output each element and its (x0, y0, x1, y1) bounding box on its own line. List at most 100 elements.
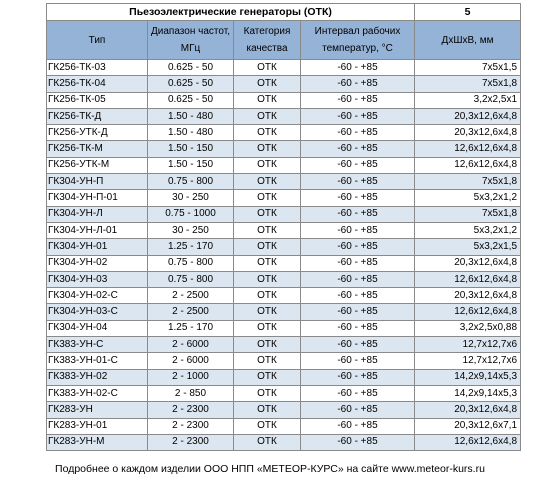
cell-type: ГК283-УН-М (46, 433, 148, 452)
cell-category: ОТК (233, 238, 301, 256)
cell-type: ГК304-УН-02-С (46, 287, 148, 305)
cell-type: ГК256-ТК-05 (46, 91, 148, 109)
table-row: ГК304-УН-04 1.25 - 170 ОТК -60 - +85 3,2х2,5… (46, 319, 522, 338)
header-category: Категория качества (233, 20, 301, 60)
cell-dims: 12,6х12,6х4,8 (414, 270, 522, 289)
title-row: Пьезоэлектрические генераторы (ОТК) 5 (45, 3, 522, 21)
table-row: ГК256-УТК-Д 1.50 - 480 ОТК -60 - +85 20,3х12… (46, 124, 522, 142)
cell-type: ГК383-УН-02-С (46, 384, 148, 403)
cell-temp: -60 - +85 (299, 384, 416, 403)
header-row: Тип Диапазон частот, МГц Категория качес… (46, 20, 522, 60)
cell-category: ОТК (233, 91, 301, 109)
cell-type: ГК304-УН-03-С (46, 303, 148, 321)
cell-type: ГК304-УН-П-01 (46, 189, 148, 207)
cell-type: ГК383-УН-02 (46, 368, 148, 386)
cell-category: ОТК (233, 417, 301, 435)
cell-temp: -60 - +85 (299, 417, 416, 435)
cell-dims: 20,3х12,6х4,8 (414, 287, 522, 305)
cell-temp: -60 - +85 (299, 270, 416, 289)
table-row: ГК383-УН-01-С 2 - 6000 ОТК -60 - +85 12,7х12… (46, 352, 522, 370)
cell-freq: 2 - 1000 (147, 368, 234, 386)
cell-freq: 2 - 6000 (147, 336, 234, 354)
cell-type: ГК256-ТК-Д (46, 107, 148, 126)
cell-dims: 5х3,2х1,5 (414, 238, 522, 256)
cell-category: ОТК (233, 254, 301, 272)
cell-type: ГК304-УН-02 (46, 254, 148, 272)
cell-temp: -60 - +85 (299, 433, 416, 452)
cell-type: ГК304-УН-Л (46, 205, 148, 223)
cell-category: ОТК (233, 124, 301, 142)
cell-dims: 14,2х9,14х5,3 (414, 368, 522, 386)
table-row: ГК256-ТК-03 0.625 - 50 ОТК -60 - +85 7х5х1,5 (46, 58, 522, 77)
cell-dims: 20,3х12,6х4,8 (414, 401, 522, 419)
cell-type: ГК256-ТК-03 (46, 58, 148, 77)
cell-freq: 0.75 - 1000 (147, 205, 234, 223)
table-row: ГК304-УН-02 0.75 - 800 ОТК -60 - +85 20,3х12… (46, 254, 522, 272)
header-freq: Диапазон частот, МГц (147, 20, 234, 60)
cell-type: ГК283-УН-01 (46, 417, 148, 435)
table-row: ГК383-УН-02 2 - 1000 ОТК -60 - +85 14,2х9,14… (46, 368, 522, 386)
cell-dims: 20,3х12,6х4,8 (414, 254, 522, 272)
generators-table: Пьезоэлектрические генераторы (ОТК) 5 Ти… (45, 3, 522, 452)
table-row: ГК283-УН 2 - 2300 ОТК -60 - +85 20,3х12,6х4,… (46, 401, 522, 419)
cell-freq: 2 - 6000 (147, 352, 234, 370)
cell-freq: 0.625 - 50 (147, 91, 234, 109)
cell-dims: 12,7х12,7х6 (414, 336, 522, 354)
cell-temp: -60 - +85 (299, 319, 416, 338)
cell-category: ОТК (233, 352, 301, 370)
cell-freq: 1.50 - 480 (147, 107, 234, 126)
cell-dims: 3,2х2,5х1 (414, 91, 522, 109)
cell-temp: -60 - +85 (299, 173, 416, 191)
cell-type: ГК304-УН-04 (46, 319, 148, 338)
cell-category: ОТК (233, 156, 301, 175)
footer-note: Подробнее о каждом изделии ООО НПП «МЕТЕ… (55, 463, 485, 475)
table-row: ГК304-УН-П 0.75 - 800 ОТК -60 - +85 7х5х1,8 (46, 173, 522, 191)
page-number: 5 (414, 3, 522, 21)
cell-temp: -60 - +85 (299, 221, 416, 240)
cell-dims: 20,3х12,6х7,1 (414, 417, 522, 435)
cell-type: ГК304-УН-Л-01 (46, 221, 148, 240)
cell-type: ГК304-УН-01 (46, 238, 148, 256)
table-row: ГК256-ТК-04 0.625 - 50 ОТК -60 - +85 7х5х1,8 (46, 75, 522, 93)
cell-category: ОТК (233, 58, 301, 77)
header-temp: Интервал рабочих температур, °С (299, 20, 416, 60)
cell-type: ГК304-УН-П (46, 173, 148, 191)
cell-temp: -60 - +85 (299, 58, 416, 77)
cell-category: ОТК (233, 75, 301, 93)
cell-category: ОТК (233, 140, 301, 158)
cell-dims: 12,7х12,7х6 (414, 352, 522, 370)
table-row: ГК304-УН-02-С 2 - 2500 ОТК -60 - +85 20,3х12… (46, 287, 522, 305)
cell-freq: 2 - 2300 (147, 433, 234, 452)
table-row: ГК304-УН-01 1.25 - 170 ОТК -60 - +85 5х3,2х1… (46, 238, 522, 256)
cell-temp: -60 - +85 (299, 287, 416, 305)
cell-freq: 0.625 - 50 (147, 75, 234, 93)
cell-freq: 1.50 - 150 (147, 156, 234, 175)
cell-category: ОТК (233, 107, 301, 126)
table-row: ГК304-УН-03 0.75 - 800 ОТК -60 - +85 12,6х12… (46, 270, 522, 289)
cell-dims: 5х3,2х1,2 (414, 221, 522, 240)
cell-freq: 2 - 2300 (147, 417, 234, 435)
cell-dims: 20,3х12,6х4,8 (414, 107, 522, 126)
cell-dims: 7х5х1,5 (414, 58, 522, 77)
cell-category: ОТК (233, 270, 301, 289)
cell-temp: -60 - +85 (299, 336, 416, 354)
cell-dims: 7х5х1,8 (414, 205, 522, 223)
cell-category: ОТК (233, 368, 301, 386)
table-row: ГК256-УТК-М 1.50 - 150 ОТК -60 - +85 12,6х12… (46, 156, 522, 175)
cell-dims: 5х3,2х1,2 (414, 189, 522, 207)
table-row: ГК256-ТК-Д 1.50 - 480 ОТК -60 - +85 20,3х12,… (46, 107, 522, 126)
cell-temp: -60 - +85 (299, 401, 416, 419)
cell-freq: 2 - 850 (147, 384, 234, 403)
cell-freq: 0.75 - 800 (147, 270, 234, 289)
cell-type: ГК304-УН-03 (46, 270, 148, 289)
cell-category: ОТК (233, 319, 301, 338)
cell-category: ОТК (233, 433, 301, 452)
cell-category: ОТК (233, 221, 301, 240)
cell-temp: -60 - +85 (299, 140, 416, 158)
table-row: ГК256-ТК-05 0.625 - 50 ОТК -60 - +85 3,2х2,5… (46, 91, 522, 109)
table-row: ГК383-УН-С 2 - 6000 ОТК -60 - +85 12,7х12,7х… (46, 336, 522, 354)
table-row: ГК283-УН-01 2 - 2300 ОТК -60 - +85 20,3х12,6… (46, 417, 522, 435)
page-title: Пьезоэлектрические генераторы (ОТК) (45, 3, 416, 21)
cell-dims: 12,6х12,6х4,8 (414, 303, 522, 321)
cell-type: ГК256-ТК-М (46, 140, 148, 158)
